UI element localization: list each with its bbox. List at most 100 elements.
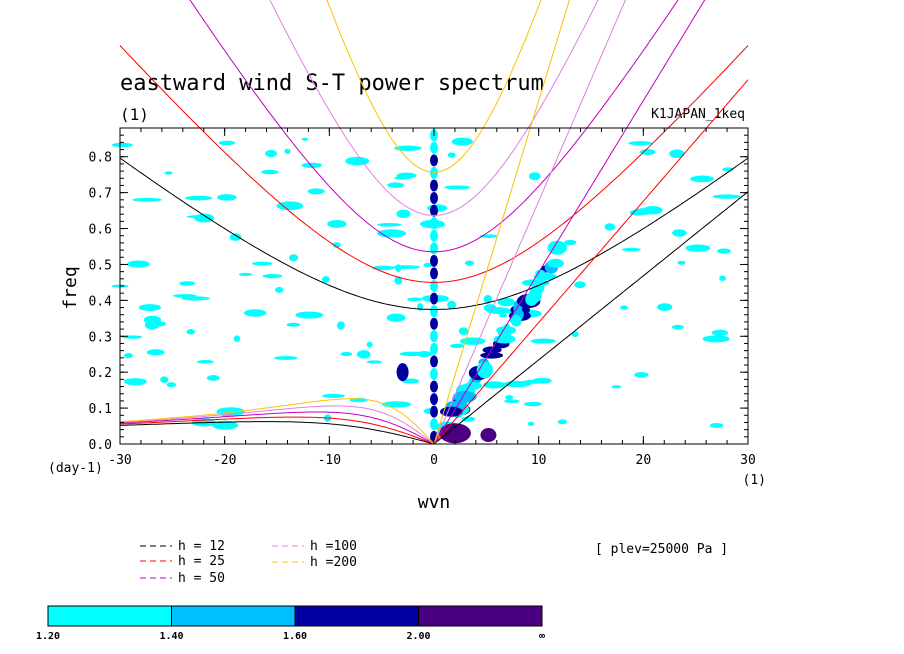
power-contour bbox=[611, 385, 622, 389]
power-contour bbox=[564, 239, 577, 246]
power-contour bbox=[483, 294, 492, 304]
power-contour-wvn0 bbox=[430, 217, 438, 230]
colorbar-segment bbox=[47, 605, 172, 627]
power-contour bbox=[327, 219, 347, 228]
power-contour bbox=[399, 351, 425, 357]
x-tick-label: -10 bbox=[318, 453, 341, 468]
power-contour-wvn0 bbox=[430, 317, 438, 330]
power-contour bbox=[372, 265, 395, 271]
power-contour bbox=[340, 352, 353, 357]
dispersion-curve-ig-h100 bbox=[339, 128, 529, 216]
power-contour-kelvin bbox=[456, 394, 468, 409]
power-contour bbox=[179, 281, 196, 286]
power-contour bbox=[111, 142, 133, 148]
spectrum-contours bbox=[111, 129, 741, 444]
power-contour bbox=[497, 297, 515, 307]
power-contour bbox=[288, 254, 299, 262]
power-contour bbox=[464, 260, 474, 266]
power-contour bbox=[702, 335, 730, 343]
colorbar-level-label: ∞ bbox=[539, 631, 545, 642]
dispersion-curve-ig-h12 bbox=[120, 157, 748, 310]
power-contour bbox=[672, 229, 687, 237]
power-contour bbox=[218, 140, 236, 146]
colorbar: 1.20 1.40 1.60 2.00 ∞ bbox=[36, 605, 545, 642]
power-contour bbox=[395, 264, 402, 273]
power-contour bbox=[138, 304, 162, 312]
power-contour bbox=[709, 423, 724, 428]
power-contour bbox=[216, 194, 237, 201]
power-contour-wvn0 bbox=[430, 305, 438, 318]
power-contour bbox=[461, 416, 476, 422]
legend-label-h50: h = 50 bbox=[178, 571, 225, 586]
power-contour bbox=[166, 382, 177, 388]
power-contour bbox=[307, 188, 325, 195]
power-contour bbox=[423, 262, 433, 268]
power-contour bbox=[447, 300, 457, 310]
power-contour-kelvin bbox=[547, 258, 564, 268]
y-unit-label: (day-1) bbox=[48, 461, 103, 476]
dispersion-curve-kelvin-h100 bbox=[433, 128, 571, 444]
y-tick-label: 0.8 bbox=[89, 151, 112, 166]
x-tick-label: 20 bbox=[636, 453, 652, 468]
power-contour bbox=[671, 324, 684, 330]
power-contour-wvn0 bbox=[430, 192, 438, 205]
dispersion-curve-ig-h25 bbox=[199, 128, 669, 283]
power-contour bbox=[503, 380, 532, 388]
power-contour bbox=[622, 247, 641, 252]
y-tick-label: 0.1 bbox=[89, 402, 112, 417]
y-tick-label: 0.3 bbox=[89, 330, 112, 345]
x-tick-label: -30 bbox=[108, 453, 131, 468]
power-contour bbox=[528, 172, 541, 181]
power-contour-wvn0 bbox=[430, 254, 438, 267]
power-contour bbox=[146, 349, 165, 356]
dispersion-curve-rossby-h25 bbox=[120, 416, 435, 444]
power-contour bbox=[394, 176, 411, 180]
dispersion-curves bbox=[120, 128, 748, 444]
power-contour bbox=[557, 419, 568, 425]
x-unit-label: (1) bbox=[743, 473, 766, 488]
power-contour-wvn0 bbox=[430, 166, 438, 179]
power-contour-kelvin bbox=[463, 382, 482, 390]
power-contour bbox=[144, 320, 160, 330]
power-contour bbox=[620, 305, 629, 310]
power-contour bbox=[458, 327, 469, 335]
power-contour bbox=[669, 149, 685, 159]
power-contour bbox=[482, 381, 506, 389]
y-tick-label: 0.5 bbox=[89, 258, 112, 273]
power-contour bbox=[197, 359, 214, 364]
power-contour bbox=[690, 175, 715, 183]
x-axis: -30 -20 -10 0 10 20 30 bbox=[108, 128, 756, 468]
power-contour bbox=[275, 286, 284, 293]
y-tick-label: 0.2 bbox=[89, 366, 112, 381]
power-contour bbox=[459, 337, 486, 345]
power-contour bbox=[719, 275, 726, 281]
power-contour bbox=[394, 145, 422, 151]
power-contour bbox=[366, 341, 373, 348]
dispersion-curve-rossby-h100 bbox=[120, 405, 435, 444]
power-contour bbox=[233, 335, 241, 343]
power-contour-wvn0 bbox=[430, 367, 438, 380]
power-contour bbox=[206, 374, 220, 381]
power-contour bbox=[295, 311, 324, 319]
dispersion-curve-kelvin-h200 bbox=[433, 128, 531, 444]
colorbar-level-label: 1.40 bbox=[159, 631, 183, 642]
power-contour bbox=[711, 329, 729, 336]
power-contour bbox=[123, 353, 133, 359]
legend-label-h12: h = 12 bbox=[178, 539, 225, 554]
power-contour bbox=[716, 248, 731, 254]
power-contour-wvn0 bbox=[430, 355, 438, 368]
power-contour bbox=[685, 244, 711, 252]
y-tick-label: 0.4 bbox=[89, 294, 113, 309]
power-contour bbox=[574, 281, 586, 289]
power-contour bbox=[301, 162, 322, 168]
dispersion-curves-extended bbox=[120, 0, 748, 128]
power-contour bbox=[321, 276, 330, 283]
power-contour bbox=[243, 309, 267, 317]
power-contour bbox=[396, 209, 411, 219]
power-contour-kelvin bbox=[480, 352, 504, 359]
x-axis-label: wvn bbox=[418, 492, 451, 513]
power-contour-kelvin bbox=[493, 334, 516, 344]
power-contour-wvn0 bbox=[430, 141, 438, 154]
